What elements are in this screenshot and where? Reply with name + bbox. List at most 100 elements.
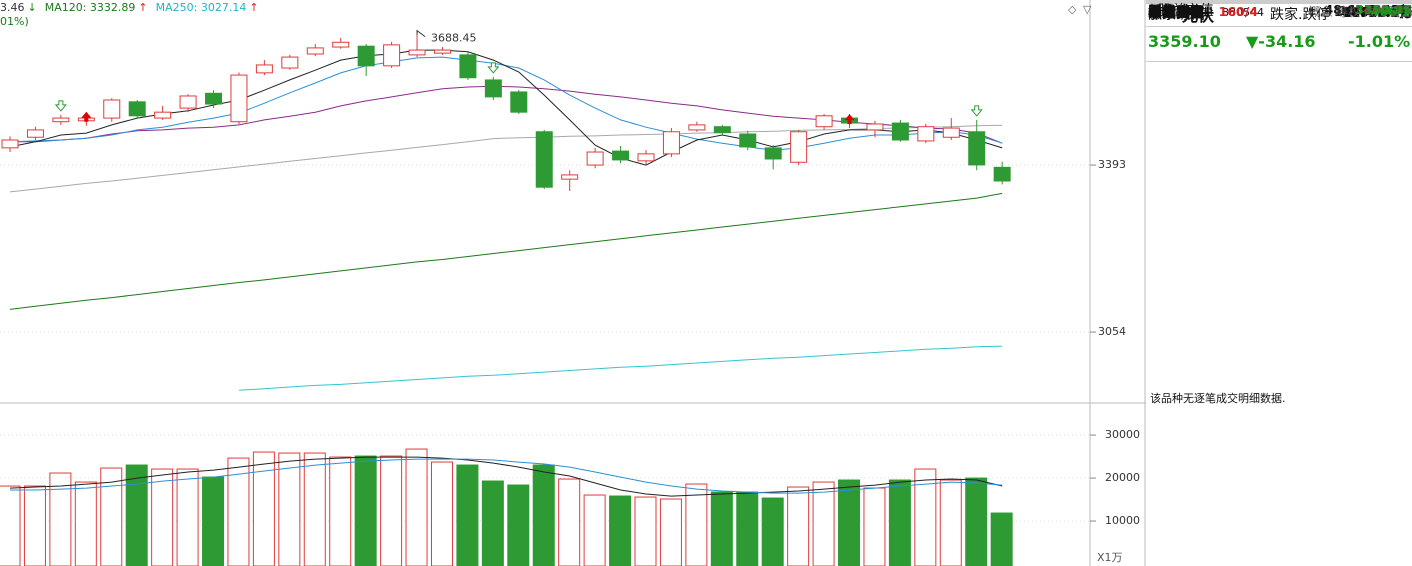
candle-body: [1, 139, 19, 149]
candle-body: [917, 126, 935, 142]
signal-up: [81, 111, 92, 122]
candle-body: [332, 41, 350, 48]
candle-body: [128, 101, 146, 117]
info-label: 今日开盘: [1148, 5, 1204, 21]
volume-bar: [838, 479, 861, 566]
legend-text: 3.46: [0, 1, 25, 14]
y-tick-label: 3393: [1098, 158, 1126, 171]
volume-bar: [380, 455, 403, 566]
candle-body: [942, 127, 960, 138]
candle-body: [52, 117, 70, 123]
legend-sub: 01%): [0, 15, 29, 28]
volume-bar: [990, 512, 1013, 566]
volume-bar: [0, 485, 21, 566]
legend-arrow: ↑: [249, 1, 258, 14]
info-value: 概念 等权 成份股图: [1308, 5, 1412, 19]
volume-bar: [659, 498, 682, 566]
info-label: 总成交额: [1148, 5, 1204, 21]
candle-body: [535, 131, 553, 188]
volume-bar: [202, 476, 225, 566]
volume-bar: [430, 461, 453, 566]
info-value: 3400.45: [1355, 2, 1412, 17]
legend-arrow: ↓: [28, 1, 37, 14]
info-value: 3393.26: [1355, 2, 1412, 17]
volume-bar: [583, 494, 606, 566]
info-label: 国债成交: [1148, 4, 1204, 20]
info-value: 48.60/1.43%: [1324, 2, 1412, 17]
candle-body: [459, 54, 477, 79]
candle-body: [510, 91, 528, 113]
quote: 3359.10: [1148, 32, 1221, 51]
info-label: Ａ股成交: [1148, 4, 1204, 20]
breadth-value: 466/1: [1370, 4, 1410, 19]
volume-bar: [176, 468, 199, 566]
candle-body: [612, 150, 630, 161]
annotation: 3688.45: [431, 32, 477, 45]
volume-bar: [558, 478, 581, 566]
info-row: 基金成交 3359.72亿: [1146, 1, 1412, 20]
candle-body: [993, 166, 1011, 182]
unit-label: X1万: [1097, 551, 1123, 564]
volume-bar: [787, 486, 810, 566]
candle-body: [484, 79, 502, 98]
candle-body: [968, 131, 986, 166]
volume-bar: [354, 455, 377, 566]
candle-body: [891, 122, 909, 141]
info-label: 板指类型: [1148, 6, 1204, 22]
volume-bar: [939, 479, 962, 566]
candle-body: [586, 151, 604, 166]
volume-bar: [761, 497, 784, 566]
info-value: 1499.41亿: [1342, 5, 1412, 20]
tool-icon[interactable]: ◇: [1068, 3, 1077, 16]
chart: ◇ ▽ 3.46 ↓ MA120: 3332.89 ↑ MA250: 3027.14 ↑0…: [0, 0, 1146, 566]
ma-line: [9, 124, 1003, 193]
y-tick-label: 10000: [1105, 514, 1140, 527]
info-label: 最低指数: [1148, 5, 1204, 21]
ma-line: [9, 49, 1003, 166]
breadth-label: 跌家.跌停: [1270, 7, 1331, 23]
candle-body: [713, 126, 731, 134]
volume-bar: [965, 477, 988, 566]
info-row: 板指类型 概念 等权 成份股图: [1146, 3, 1412, 22]
ma-line: [238, 345, 1003, 391]
info-value: 0.91: [1381, 2, 1412, 17]
volume-bar: [405, 448, 428, 566]
signal-up: [844, 114, 855, 125]
volume-bar: [151, 468, 174, 566]
code: 880544: [1222, 6, 1264, 19]
volume-bar: [863, 487, 886, 566]
tool-icon[interactable]: ▽: [1083, 3, 1092, 16]
info-value: 9175.13亿: [1342, 4, 1412, 19]
volume-ma-line: [10, 458, 1003, 494]
candle-body: [662, 131, 680, 155]
info-value: 1.40%: [1368, 2, 1412, 17]
info-row: A股总市值 1042453亿: [1146, 0, 1412, 19]
candle-body: [103, 99, 121, 119]
legend-arrow: ↑: [138, 1, 147, 14]
signal-down: [487, 62, 500, 74]
candle-body: [637, 153, 655, 162]
info-label: 总成交量: [1148, 5, 1204, 21]
annotation-leader: [416, 29, 426, 37]
volume-bar: [710, 491, 733, 566]
info-label: 指数振幅: [1148, 5, 1204, 21]
info-panel: 光伏 880544 3359.10 ▼-34.16 -1.01% A股总市值 1042453…: [1146, 0, 1412, 566]
volume-bar: [812, 481, 835, 566]
info-row: 指数量比 0.91: [1146, 2, 1412, 21]
info-label: 指数量比: [1148, 5, 1204, 21]
candle-body: [306, 47, 324, 55]
candle-body: [790, 131, 808, 163]
info-value: 1042453亿: [1338, 3, 1412, 18]
info-label: A股总市值: [1148, 3, 1214, 19]
candle-body: [154, 111, 172, 119]
info-value: 11726.2万: [1342, 5, 1412, 20]
note: 该品种无逐笔成交明细数据.: [1150, 392, 1286, 406]
signal-down: [970, 105, 983, 117]
volume-bar: [74, 481, 97, 566]
candle-body: [281, 56, 299, 69]
ma-line: [9, 192, 1003, 310]
ma-line: [9, 56, 1003, 151]
candle-body: [383, 44, 401, 67]
info-label: 最高指数: [1148, 5, 1204, 21]
volume-bar: [736, 491, 759, 566]
